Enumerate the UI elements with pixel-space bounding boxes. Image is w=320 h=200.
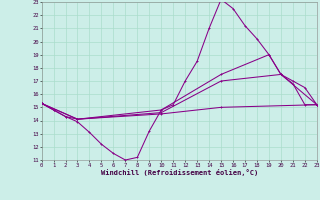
X-axis label: Windchill (Refroidissement éolien,°C): Windchill (Refroidissement éolien,°C) [100, 169, 258, 176]
